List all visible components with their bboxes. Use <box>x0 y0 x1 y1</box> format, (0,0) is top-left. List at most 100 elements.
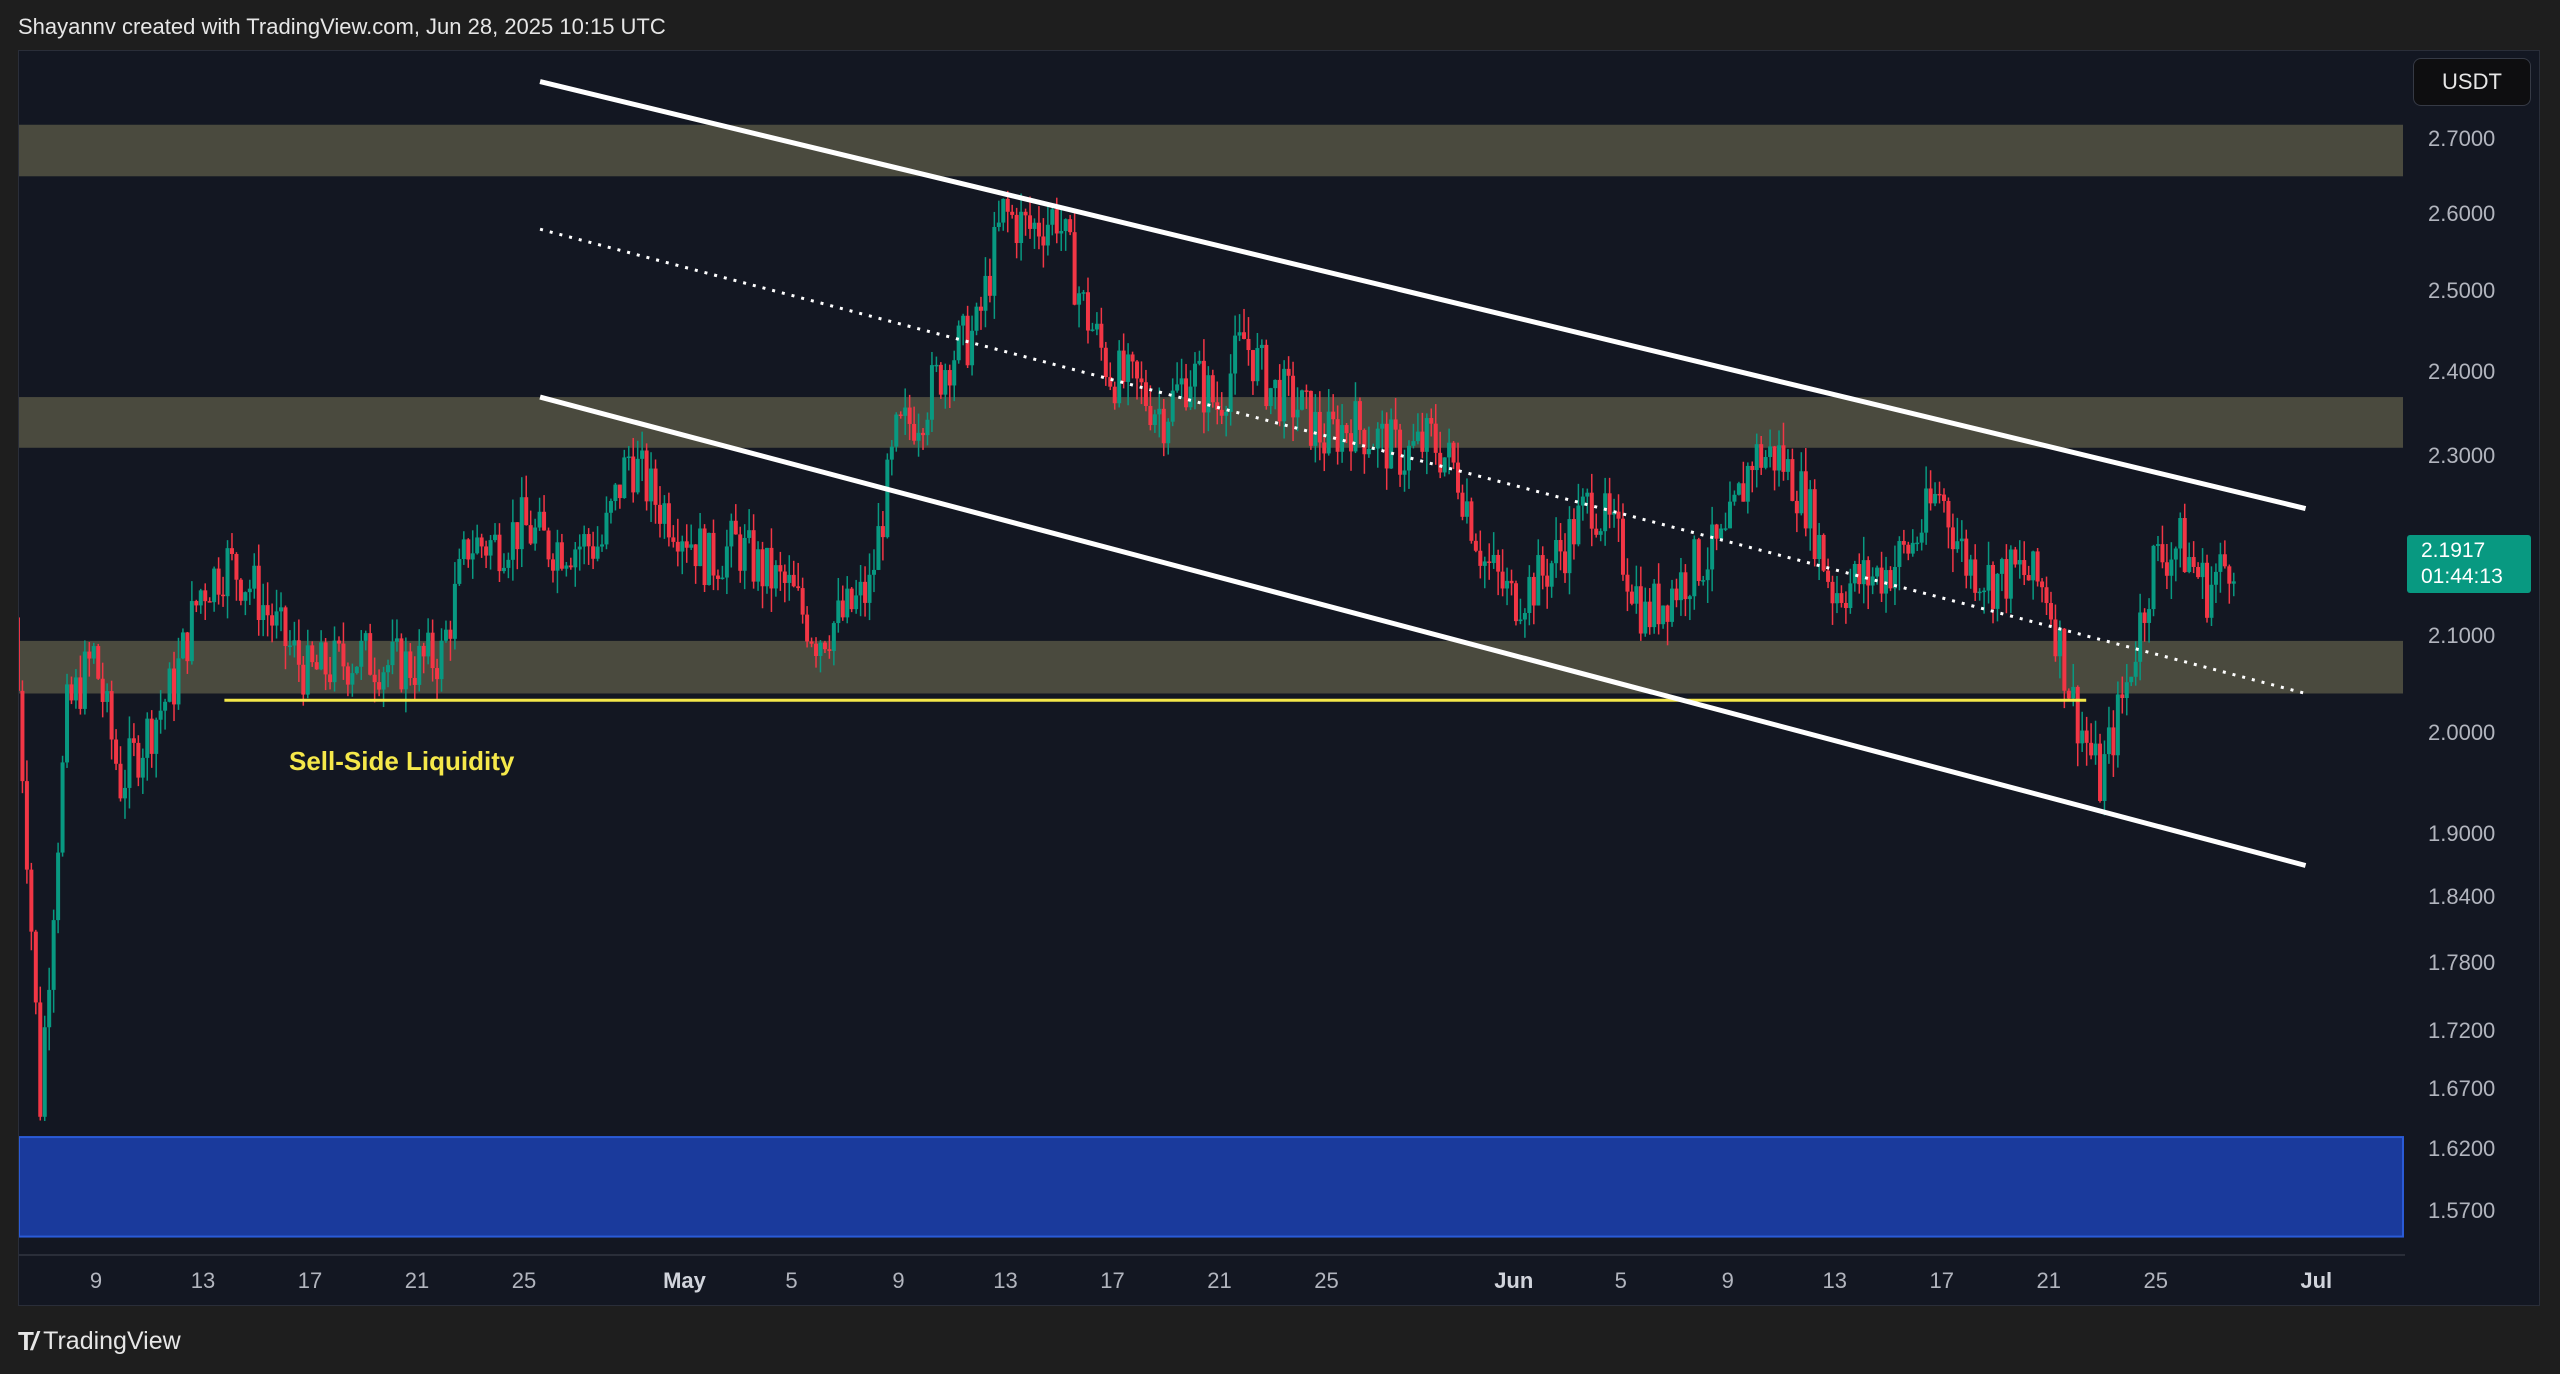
candle-body <box>60 762 65 853</box>
candle <box>1723 512 1728 532</box>
candle <box>1415 413 1420 445</box>
candle-body <box>1946 500 1951 528</box>
candle-body <box>635 458 640 493</box>
candle-body <box>1812 489 1817 560</box>
candle <box>600 534 605 552</box>
candle-body <box>1415 431 1420 442</box>
candle <box>1687 594 1692 621</box>
candle-body <box>707 532 712 586</box>
candle-body <box>1317 411 1322 443</box>
candle <box>470 530 475 579</box>
candle <box>1197 350 1202 366</box>
candle <box>818 640 823 673</box>
candle-body <box>1643 601 1648 634</box>
candle-body <box>484 546 489 556</box>
candle <box>925 412 930 446</box>
candle <box>1625 558 1630 612</box>
channel-middle-line <box>539 227 2306 695</box>
candle <box>573 542 578 587</box>
candle <box>2222 540 2227 569</box>
candle <box>1741 461 1746 502</box>
resistance-zone-top <box>19 124 2403 177</box>
candle <box>368 623 373 676</box>
candle <box>448 620 453 661</box>
candle <box>1763 450 1768 470</box>
candle-body <box>1420 431 1425 452</box>
candle-body <box>956 325 961 361</box>
candle <box>524 475 529 526</box>
candle <box>889 440 894 476</box>
candle-body <box>515 522 520 550</box>
candle-body <box>1638 586 1643 634</box>
candle-body <box>1790 459 1795 501</box>
candle-body <box>19 617 20 691</box>
candle-body <box>894 414 899 447</box>
candle <box>1803 448 1808 537</box>
candle-body <box>2053 619 2058 657</box>
candle <box>1032 218 1037 249</box>
candle-body <box>1986 564 1991 591</box>
candle-body <box>898 414 903 417</box>
candle <box>751 514 756 589</box>
candle-body <box>1215 402 1220 410</box>
candle-body <box>1522 613 1527 620</box>
price-tick-label: 2.5000 <box>2428 278 2496 304</box>
candle-body <box>1063 219 1068 232</box>
candle <box>894 412 899 452</box>
candle-body <box>1411 441 1416 446</box>
candle-body <box>417 645 422 685</box>
currency-unit-button[interactable]: USDT <box>2413 58 2531 106</box>
candle <box>488 535 493 570</box>
candle-body <box>2147 609 2152 623</box>
candle <box>29 862 34 951</box>
candle-body <box>2106 727 2111 755</box>
candle-body <box>863 581 868 603</box>
bar-countdown: 01:44:13 <box>2421 565 2503 588</box>
candle <box>1268 387 1273 415</box>
candle <box>2205 554 2210 623</box>
candle <box>51 909 56 1013</box>
candle <box>1215 381 1220 425</box>
candle <box>1291 361 1296 442</box>
candle <box>1665 604 1670 646</box>
candle <box>996 200 1001 232</box>
candle <box>1549 560 1554 598</box>
candle-body <box>1228 373 1233 412</box>
tradingview-logo[interactable]: T/ TradingView <box>18 1326 181 1357</box>
candle-body <box>1233 335 1238 374</box>
candle-body <box>403 651 408 690</box>
candle <box>1447 428 1452 475</box>
candle-body <box>1545 575 1550 587</box>
price-tick-label: 1.6700 <box>2428 1076 2496 1102</box>
candle-body <box>992 226 997 296</box>
candle <box>1843 591 1848 624</box>
candle <box>1023 208 1028 236</box>
candle-body <box>1014 214 1019 244</box>
candle <box>2084 716 2089 766</box>
candle <box>435 658 440 699</box>
candle <box>91 642 96 664</box>
candle-body <box>136 742 141 778</box>
candle-body <box>1955 541 1960 550</box>
candle <box>363 630 368 651</box>
candle <box>542 495 547 531</box>
candle-body <box>2187 557 2192 573</box>
candle-body <box>470 553 475 560</box>
candle <box>1861 536 1866 604</box>
candle <box>42 1015 47 1121</box>
price-tick-label: 1.5700 <box>2428 1198 2496 1224</box>
candle-body <box>354 666 359 674</box>
candle <box>399 633 404 693</box>
candle <box>1433 404 1438 465</box>
candle-body <box>943 370 948 395</box>
candle-body <box>2164 562 2169 576</box>
candle-body <box>1919 532 1924 543</box>
candle-body <box>1005 198 1010 212</box>
candle-body <box>1482 561 1487 566</box>
candle-body <box>756 549 761 582</box>
candle <box>1982 587 1987 614</box>
candle-body <box>974 306 979 331</box>
candle <box>69 676 74 705</box>
candle-body <box>1531 576 1536 606</box>
